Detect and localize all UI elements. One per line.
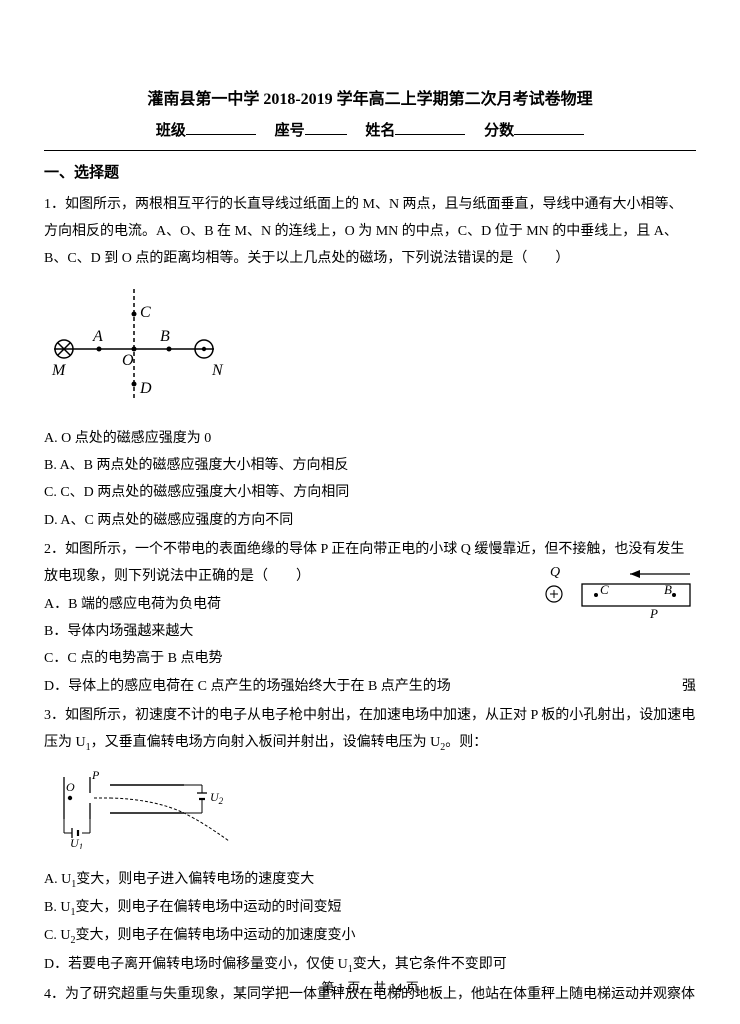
q3-stem-b: ，又垂直偏转电场方向射入板间并射出，设偏转电压为 U: [91, 735, 441, 750]
svg-text:C: C: [600, 582, 609, 597]
q2-opt-d-tail: 强: [682, 673, 696, 700]
svg-text:A: A: [92, 328, 103, 345]
q1-opt-b: B. A、B 两点处的磁感应强度大小相等、方向相反: [44, 452, 696, 479]
exam-title: 灌南县第一中学 2018-2019 学年高二上学期第二次月考试卷物理: [44, 84, 696, 115]
svg-text:D: D: [139, 380, 152, 397]
svg-text:N: N: [211, 362, 224, 379]
q3-stem: 3．如图所示，初速度不计的电子从电子枪中射出，在加速电场中加速，从正对 P 板的…: [44, 702, 696, 758]
q2-opt-c: C．C 点的电势高于 B 点电势: [44, 645, 696, 672]
page-footer: 第 1 页，共 14 页: [0, 975, 740, 1000]
q2-figure: Q C B P: [540, 564, 700, 630]
q3-opt-b: B. U1变大，则电子在偏转电场中运动的时间变短: [44, 894, 696, 922]
q1-opt-d: D. A、C 两点处的磁感应强度的方向不同: [44, 507, 696, 534]
svg-text:U2: U2: [210, 790, 224, 806]
section-heading: 一、选择题: [44, 159, 696, 188]
svg-text:B: B: [160, 328, 170, 345]
class-label: 班级: [156, 123, 186, 139]
q3-opt-c: C. U2变大，则电子在偏转电场中运动的加速度变小: [44, 922, 696, 950]
seat-label: 座号: [275, 123, 305, 139]
q3-figure: O P U1 U2: [44, 763, 696, 859]
q1-figure: M N A O B C D: [44, 279, 696, 419]
header-info: 班级 座号 姓名 分数: [44, 117, 696, 151]
q3-stem-c: 。则：: [445, 735, 487, 750]
svg-text:Q: Q: [550, 565, 560, 580]
score-blank[interactable]: [514, 120, 584, 135]
svg-text:O: O: [122, 352, 134, 369]
q2-opt-d: D．导体上的感应电荷在 C 点产生的场强始终大于在 B 点产生的场 强: [44, 673, 696, 700]
q2-opt-d-main: D．导体上的感应电荷在 C 点产生的场强始终大于在 B 点产生的场: [44, 679, 451, 694]
class-blank[interactable]: [186, 120, 256, 135]
seat-blank[interactable]: [305, 120, 347, 135]
svg-text:B: B: [664, 582, 672, 597]
q1-opt-a: A. O 点处的磁感应强度为 0: [44, 425, 696, 452]
q3-opt-a: A. U1变大，则电子进入偏转电场的速度变大: [44, 866, 696, 894]
svg-text:P: P: [649, 606, 658, 620]
name-label: 姓名: [365, 123, 395, 139]
name-blank[interactable]: [395, 120, 465, 135]
svg-text:C: C: [140, 304, 151, 321]
svg-text:P: P: [91, 768, 100, 782]
q1-stem: 1．如图所示，两根相互平行的长直导线过纸面上的 M、N 两点，且与纸面垂直，导线…: [44, 191, 696, 273]
svg-text:M: M: [51, 362, 67, 379]
svg-text:O: O: [66, 780, 75, 794]
svg-text:U1: U1: [70, 836, 83, 849]
q1-opt-c: C. C、D 两点处的磁感应强度大小相等、方向相同: [44, 479, 696, 506]
score-label: 分数: [484, 123, 514, 139]
